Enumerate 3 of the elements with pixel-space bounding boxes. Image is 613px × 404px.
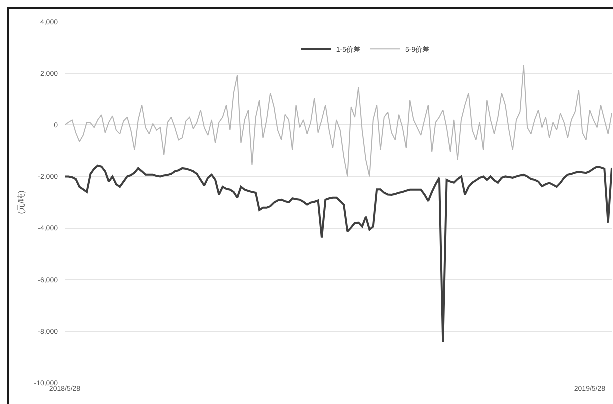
y-axis-title: (元/吨): [16, 190, 26, 214]
line-series: [65, 64, 612, 178]
line-series: [65, 164, 612, 344]
